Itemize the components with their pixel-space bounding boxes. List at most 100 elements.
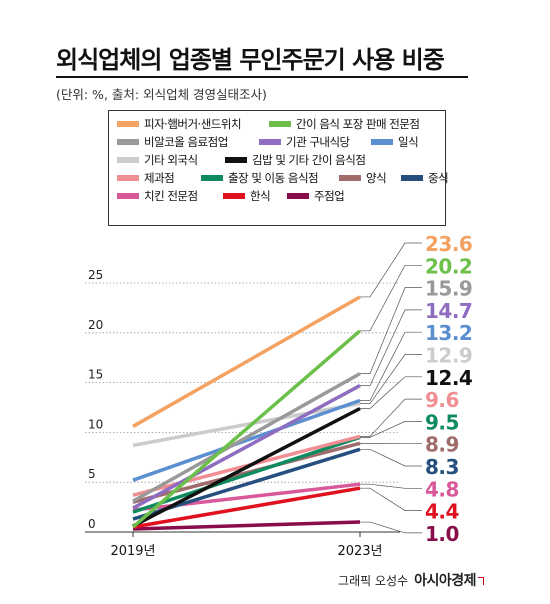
- legend-swatch: [287, 193, 309, 199]
- series-line: [132, 435, 361, 514]
- legend-label: 양식: [366, 171, 387, 185]
- series-line: [132, 295, 361, 428]
- legend-label: 제과점: [144, 171, 175, 185]
- label-connector: [360, 448, 422, 467]
- data-label: 9.6: [425, 388, 459, 412]
- legend-swatch: [117, 139, 139, 145]
- legend-swatch: [225, 157, 247, 163]
- legend-label: 기관 구내식당: [286, 135, 350, 149]
- legend-label: 치킨 전문점: [144, 189, 198, 203]
- legend-swatch: [201, 175, 223, 181]
- legend-item: 양식: [339, 169, 387, 187]
- legend-label: 기타 외국식: [144, 153, 198, 167]
- data-label: 12.9: [425, 344, 472, 368]
- legend-label: 일식: [398, 135, 419, 149]
- label-connector: [360, 309, 422, 386]
- data-label: 4.8: [425, 477, 459, 501]
- y-tick-label: 10: [88, 417, 103, 431]
- credit-text: 그래픽 오성수: [338, 574, 409, 588]
- label-connector: [360, 521, 422, 534]
- legend-item: 한식: [223, 187, 271, 205]
- label-connector: [360, 398, 422, 437]
- x-tick-label: 2019년: [110, 544, 155, 559]
- legend-swatch: [259, 139, 281, 145]
- series-line: [132, 372, 361, 503]
- legend-label: 김밥 및 기타 간이 음식점: [252, 153, 366, 167]
- label-connector: [360, 487, 422, 511]
- legend-item: 기타 외국식: [117, 151, 198, 169]
- series-line: [131, 329, 362, 529]
- legend-swatch: [117, 157, 139, 163]
- legend-label: 피자·햄버거·샌드위치: [144, 117, 242, 131]
- legend-swatch: [401, 175, 423, 181]
- brand-logo: 아시아경제: [414, 573, 476, 589]
- legend-swatch: [339, 175, 361, 181]
- series-line: [132, 486, 361, 529]
- legend-swatch: [117, 175, 139, 181]
- y-tick-label: 15: [88, 368, 103, 382]
- legend-item: 기관 구내식당: [259, 133, 350, 151]
- label-connector: [360, 242, 422, 298]
- legend-label: 간이 음식 포장 판매 전문점: [296, 117, 420, 131]
- legend-item: 주점업: [287, 187, 345, 205]
- series-layer: [131, 295, 362, 531]
- legend-item: 김밥 및 기타 간이 음식점: [225, 151, 366, 169]
- legend-label: 중식: [428, 171, 449, 185]
- data-label: 15.9: [425, 277, 472, 301]
- data-label: 8.9: [425, 433, 459, 457]
- credit: 그래픽 오성수 아시아경제: [338, 570, 484, 590]
- data-label: 23.6: [425, 232, 472, 256]
- series-line: [132, 398, 361, 482]
- data-label: 12.4: [425, 366, 472, 390]
- series-line: [132, 401, 361, 448]
- legend-label: 출장 및 이동 음식점: [228, 171, 319, 185]
- label-connector: [360, 331, 422, 401]
- connector-layer: [360, 242, 422, 534]
- legend-swatch: [223, 193, 245, 199]
- data-label: 13.2: [425, 321, 472, 345]
- label-connector: [360, 354, 422, 404]
- label-connector: [360, 421, 422, 438]
- data-label: 20.2: [425, 254, 472, 278]
- legend-item: 제과점: [117, 169, 175, 187]
- legend-swatch: [269, 121, 291, 127]
- legend-swatch: [117, 121, 139, 127]
- label-connector: [360, 376, 422, 409]
- legend-label: 주점업: [314, 189, 345, 203]
- legend-swatch: [371, 139, 393, 145]
- y-tick-label: 20: [88, 318, 103, 332]
- y-tick-label: 0: [88, 517, 96, 531]
- label-layer: 23.620.215.914.713.212.912.49.69.58.98.3…: [425, 232, 473, 546]
- legend-item: 중식: [401, 169, 449, 187]
- axis-layer: 0 5 10 15 20 25 2019년 2023년: [85, 268, 400, 559]
- legend-item: 간이 음식 포장 판매 전문점: [269, 115, 420, 133]
- title-rule: [56, 76, 468, 78]
- data-label: 8.3: [425, 455, 459, 479]
- label-connector: [360, 287, 422, 374]
- label-connector: [360, 264, 422, 332]
- legend-item: 출장 및 이동 음식점: [201, 169, 319, 187]
- data-label: 4.4: [425, 500, 459, 524]
- y-tick-label: 25: [88, 268, 103, 282]
- series-line: [132, 520, 361, 531]
- legend-item: 피자·햄버거·샌드위치: [117, 115, 242, 133]
- series-line: [132, 384, 361, 510]
- legend-item: 비알코올 음료점업: [117, 133, 228, 151]
- x-tick-label: 2023년: [337, 544, 382, 559]
- legend-label: 비알코올 음료점업: [144, 135, 228, 149]
- chart-title: 외식업체의 업종별 무인주문기 사용 비중: [56, 46, 445, 74]
- label-connector: [360, 483, 422, 489]
- brand-mark-icon: [478, 577, 484, 585]
- legend-label: 한식: [250, 189, 271, 203]
- legend-item: 일식: [371, 133, 419, 151]
- legend-item: 치킨 전문점: [117, 187, 198, 205]
- series-line: [132, 406, 361, 528]
- data-label: 1.0: [425, 522, 459, 546]
- y-tick-label: 5: [88, 467, 96, 481]
- legend-swatch: [117, 193, 139, 199]
- data-label: 9.5: [425, 410, 459, 434]
- data-label: 14.7: [425, 299, 472, 323]
- chart-subtitle: (단위: %, 출처: 외식업체 경영실태조사): [56, 87, 267, 102]
